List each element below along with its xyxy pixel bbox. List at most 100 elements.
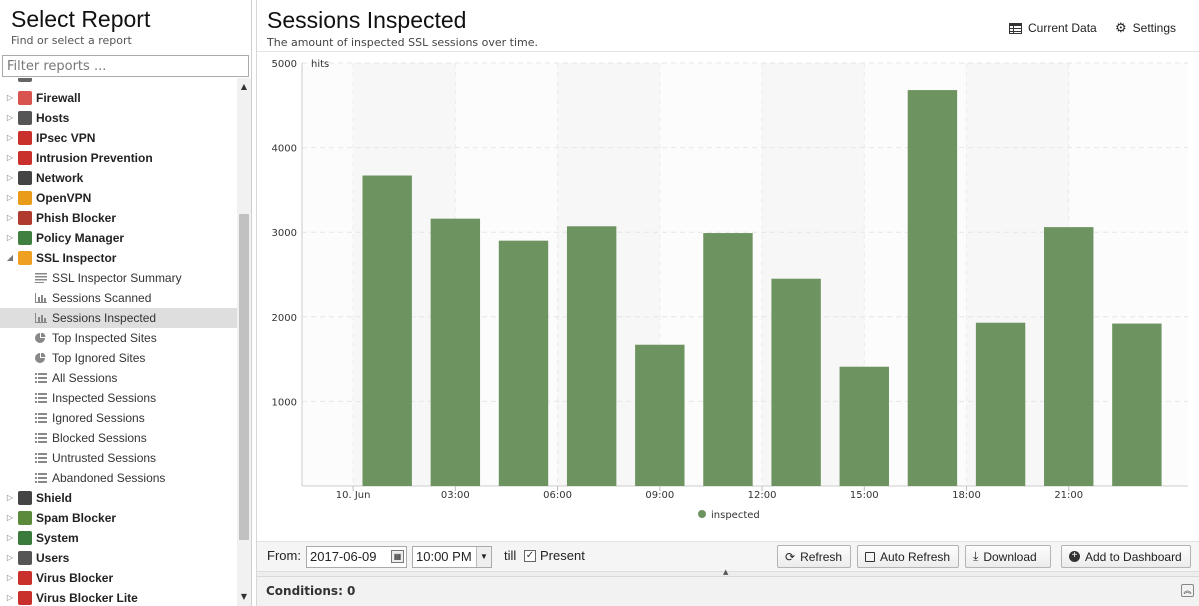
report-selector-panel: Select Report Find or select a report ▷ F… — [0, 0, 252, 606]
panel-splitter[interactable]: ▲ — [257, 568, 1199, 576]
panel-subtitle: Find or select a report — [11, 34, 132, 47]
tree-report-top-inspected-sites[interactable]: Top Inspected Sites — [0, 328, 237, 348]
report-tree: ▷ Firewall ▷ Hosts ▷ IPsec VPN ▷ Intrusion Prev… — [0, 78, 237, 606]
plus-circle-icon: + — [1069, 551, 1080, 562]
tree-app-ipsec-vpn[interactable]: ▷ IPsec VPN — [0, 128, 237, 148]
y-axis-label: hits — [311, 59, 329, 70]
tree-report-sessions-inspected[interactable]: Sessions Inspected — [0, 308, 237, 328]
tree-report-all-sessions[interactable]: All Sessions — [0, 368, 237, 388]
pie-chart-icon — [35, 333, 46, 343]
tree-app-shield[interactable]: ▷ Shield — [0, 488, 237, 508]
users-icon — [18, 551, 32, 565]
expand-arrow-icon[interactable]: ▷ — [6, 193, 14, 202]
report-description: The amount of inspected SSL sessions ove… — [267, 36, 539, 49]
expand-conditions-icon[interactable]: ︽ — [1181, 584, 1194, 597]
list-icon — [35, 453, 47, 463]
download-button[interactable]: ⤓ Download — [965, 545, 1051, 568]
tree-report-untrusted-sessions[interactable]: Untrusted Sessions — [0, 448, 237, 468]
x-tick-label: 10. Jun — [336, 490, 371, 501]
tree-report-ignored-sessions[interactable]: Ignored Sessions — [0, 408, 237, 428]
tree-app-spam-blocker[interactable]: ▷ Spam Blocker — [0, 508, 237, 528]
spam-blocker-icon — [18, 511, 32, 525]
calendar-icon[interactable]: ▦ — [391, 550, 404, 563]
system-icon — [18, 531, 32, 545]
tree-report-top-ignored-sites[interactable]: Top Ignored Sites — [0, 348, 237, 368]
expand-arrow-icon[interactable]: ▷ — [6, 493, 14, 502]
panel-title: Select Report — [11, 6, 151, 32]
tree-app-phish-blocker[interactable]: ▷ Phish Blocker — [0, 208, 237, 228]
tree-scrollbar[interactable]: ▲ ▼ — [237, 78, 251, 606]
report-view: Sessions Inspected The amount of inspect… — [256, 0, 1199, 606]
add-to-dashboard-label: Add to Dashboard — [1085, 549, 1182, 564]
time-value: 10:00 PM — [416, 549, 472, 564]
tree-app-openvpn[interactable]: ▷ OpenVPN — [0, 188, 237, 208]
scrollbar-thumb[interactable] — [239, 214, 249, 540]
tree-report-sessions-scanned[interactable]: Sessions Scanned — [0, 288, 237, 308]
chevron-down-icon[interactable]: ▼ — [476, 547, 491, 567]
expand-arrow-icon[interactable]: ▷ — [6, 593, 14, 602]
tree-report-ssl-inspector-summary[interactable]: SSL Inspector Summary — [0, 268, 237, 288]
expand-arrow-icon[interactable]: ▷ — [6, 93, 14, 102]
legend-label: inspected — [711, 510, 760, 521]
expanded-arrow-icon[interactable]: ◢ — [6, 253, 14, 262]
expand-arrow-icon[interactable]: ▷ — [6, 553, 14, 562]
tree-app-network[interactable]: ▷ Network — [0, 168, 237, 188]
hosts-icon — [18, 111, 32, 125]
settings-label: Settings — [1132, 21, 1177, 35]
phish-blocker-icon — [18, 211, 32, 225]
expand-arrow-icon[interactable]: ▷ — [6, 173, 14, 182]
report-title: Sessions Inspected — [267, 7, 467, 33]
settings-button[interactable]: ⚙ Settings — [1115, 19, 1176, 37]
bar-chart-icon — [35, 293, 47, 303]
collapse-arrow-icon[interactable]: ▲ — [723, 568, 729, 576]
tree-app-users[interactable]: ▷ Users — [0, 548, 237, 568]
expand-arrow-icon[interactable]: ▷ — [6, 233, 14, 242]
tree-app-system[interactable]: ▷ System — [0, 528, 237, 548]
expand-arrow-icon[interactable]: ▷ — [6, 113, 14, 122]
add-to-dashboard-button[interactable]: + Add to Dashboard — [1061, 545, 1191, 568]
tree-app-label: Hosts — [36, 111, 70, 125]
tree-report-label: Top Ignored Sites — [52, 351, 146, 365]
bar-inspected — [430, 218, 481, 486]
present-label: Present — [540, 548, 585, 563]
tree-app-ssl-inspector[interactable]: ◢ SSL Inspector — [0, 248, 237, 268]
present-checkbox[interactable]: ✓ — [524, 550, 536, 562]
tree-report-inspected-sessions[interactable]: Inspected Sessions — [0, 388, 237, 408]
tree-report-blocked-sessions[interactable]: Blocked Sessions — [0, 428, 237, 448]
expand-arrow-icon[interactable]: ▷ — [6, 573, 14, 582]
expand-arrow-icon[interactable]: ▷ — [6, 533, 14, 542]
refresh-button[interactable]: ⟳ Refresh — [777, 545, 851, 568]
tree-app-policy-manager[interactable]: ▷ Policy Manager — [0, 228, 237, 248]
tree-app-intrusion-prevention[interactable]: ▷ Intrusion Prevention — [0, 148, 237, 168]
y-tick-label: 3000 — [272, 228, 297, 239]
firewall-icon — [18, 91, 32, 105]
bar-inspected — [566, 226, 617, 486]
scroll-up-arrow-icon[interactable]: ▲ — [240, 82, 248, 91]
list-icon — [35, 373, 47, 383]
bar-inspected — [839, 366, 889, 486]
auto-refresh-button[interactable]: Auto Refresh — [857, 545, 959, 568]
date-field[interactable]: 2017-06-09 ▦ — [306, 546, 407, 568]
tree-report-label: Sessions Scanned — [52, 291, 152, 305]
tree-report-abandoned-sessions[interactable]: Abandoned Sessions — [0, 468, 237, 488]
virus-blocker-icon — [18, 571, 32, 585]
refresh-label: Refresh — [800, 549, 843, 564]
tree-app-firewall[interactable]: ▷ Firewall — [0, 88, 237, 108]
bar-inspected — [1112, 323, 1162, 486]
time-select[interactable]: 10:00 PM ▼ — [412, 546, 492, 568]
expand-arrow-icon[interactable]: ▷ — [6, 513, 14, 522]
scroll-down-arrow-icon[interactable]: ▼ — [240, 592, 248, 601]
expand-arrow-icon[interactable]: ▷ — [6, 133, 14, 142]
filter-reports-input[interactable] — [2, 55, 249, 77]
tree-app-virus-blocker-lite[interactable]: ▷ Virus Blocker Lite — [0, 588, 237, 606]
tree-app-hosts[interactable]: ▷ Hosts — [0, 108, 237, 128]
x-tick-label: 03:00 — [441, 490, 470, 501]
expand-arrow-icon[interactable]: ▷ — [6, 153, 14, 162]
tree-app-virus-blocker[interactable]: ▷ Virus Blocker — [0, 568, 237, 588]
expand-arrow-icon[interactable]: ▷ — [6, 213, 14, 222]
current-data-button[interactable]: Current Data — [1009, 19, 1097, 37]
tree-app-label: Spam Blocker — [36, 511, 117, 525]
from-label: From: — [267, 548, 301, 563]
download-icon: ⤓ — [973, 549, 979, 563]
date-value: 2017-06-09 — [310, 549, 377, 564]
